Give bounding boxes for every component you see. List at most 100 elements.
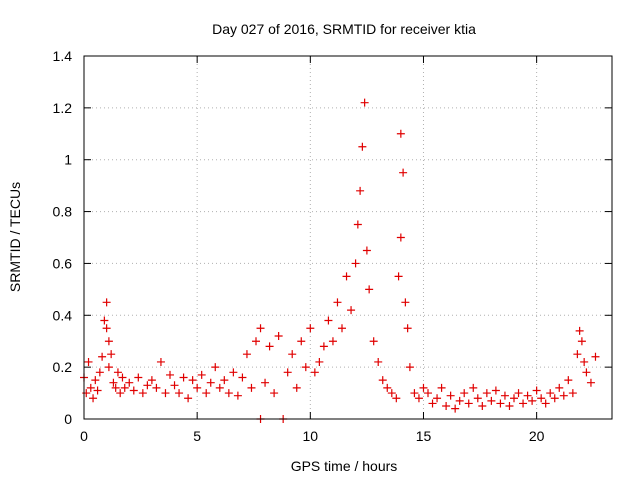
data-point — [138, 389, 147, 398]
y-tick-label: 1.2 — [53, 100, 73, 116]
data-point — [206, 378, 215, 387]
data-point — [403, 324, 412, 333]
data-point — [528, 396, 537, 405]
data-point — [252, 337, 261, 346]
data-point — [473, 394, 482, 403]
data-point — [104, 337, 113, 346]
y-tick-label: 1 — [64, 152, 72, 168]
data-point — [242, 350, 251, 359]
data-point — [265, 342, 274, 351]
data-point — [496, 399, 505, 408]
data-point — [369, 337, 378, 346]
data-point — [356, 186, 365, 195]
data-point — [510, 394, 519, 403]
x-tick-label: 0 — [80, 428, 88, 444]
y-axis-label: SRMTID / TECUs — [7, 182, 23, 292]
data-point — [288, 350, 297, 359]
data-point — [564, 376, 573, 385]
data-point — [102, 298, 111, 307]
data-point — [107, 350, 116, 359]
data-point — [156, 357, 165, 366]
data-point — [292, 383, 301, 392]
data-point — [147, 376, 156, 385]
data-point — [238, 373, 247, 382]
data-point — [270, 389, 279, 398]
data-point — [378, 376, 387, 385]
data-point — [98, 352, 107, 361]
y-tick-label: 0.8 — [53, 204, 73, 220]
data-point — [410, 389, 419, 398]
data-point — [113, 368, 122, 377]
data-point — [125, 378, 134, 387]
data-point — [365, 285, 374, 294]
data-point — [460, 389, 469, 398]
data-point — [491, 386, 500, 395]
data-point — [102, 324, 111, 333]
data-point — [586, 378, 595, 387]
data-point — [392, 394, 401, 403]
data-point — [224, 389, 233, 398]
data-point — [215, 383, 224, 392]
data-point — [179, 373, 188, 382]
x-tick-label: 15 — [416, 428, 432, 444]
data-point — [91, 376, 100, 385]
data-point — [500, 391, 509, 400]
data-point — [310, 368, 319, 377]
data-point — [233, 391, 242, 400]
x-axis-label: GPS time / hours — [291, 458, 398, 474]
data-point — [399, 168, 408, 177]
data-point — [433, 394, 442, 403]
data-point — [84, 357, 93, 366]
data-point — [532, 386, 541, 395]
data-point — [247, 383, 256, 392]
chart-title: Day 027 of 2016, SRMTID for receiver kti… — [212, 21, 476, 37]
data-point — [170, 381, 179, 390]
data-point — [353, 220, 362, 229]
data-point — [328, 337, 337, 346]
data-point — [197, 370, 206, 379]
data-point — [229, 368, 238, 377]
data-point — [358, 142, 367, 151]
data-point — [347, 306, 356, 315]
data-point — [396, 233, 405, 242]
data-point — [541, 399, 550, 408]
data-point — [188, 376, 197, 385]
data-point — [519, 399, 528, 408]
data-point — [442, 402, 451, 411]
data-point — [577, 337, 586, 346]
data-point — [478, 402, 487, 411]
data-point — [537, 394, 546, 403]
data-point — [193, 383, 202, 392]
data-point — [95, 368, 104, 377]
data-point — [383, 383, 392, 392]
data-point — [523, 391, 532, 400]
y-tick-label: 0.4 — [53, 307, 73, 323]
data-point — [559, 391, 568, 400]
data-point — [333, 298, 342, 307]
data-point — [374, 357, 383, 366]
y-tick-label: 0.6 — [53, 255, 73, 271]
data-point — [143, 381, 152, 390]
data-point — [394, 272, 403, 281]
data-point — [580, 357, 589, 366]
data-point — [396, 129, 405, 138]
data-point — [338, 324, 347, 333]
data-point — [487, 396, 496, 405]
data-point — [575, 326, 584, 335]
y-tick-label: 0 — [64, 411, 72, 427]
data-point — [505, 402, 514, 411]
data-point — [546, 389, 555, 398]
data-point — [582, 368, 591, 377]
data-point — [93, 386, 102, 395]
plot-frame — [83, 55, 613, 420]
data-point — [100, 316, 109, 325]
data-point — [351, 259, 360, 268]
data-point — [315, 357, 324, 366]
data-point — [129, 386, 138, 395]
data-point — [464, 399, 473, 408]
data-point — [455, 396, 464, 405]
data-point — [446, 391, 455, 400]
data-point — [166, 370, 175, 379]
x-tick-label: 10 — [303, 428, 319, 444]
